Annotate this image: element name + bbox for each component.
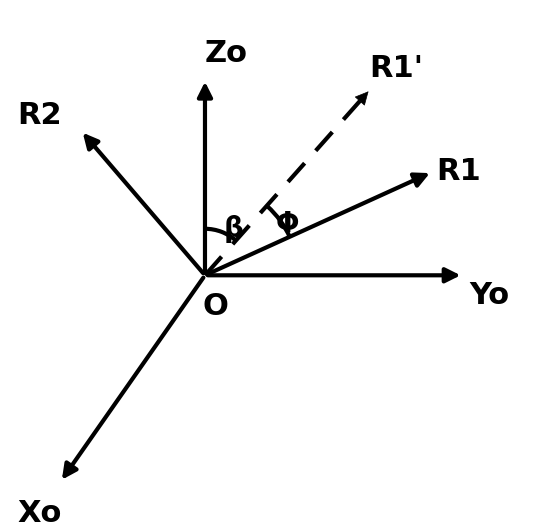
Text: R2: R2 — [17, 101, 62, 130]
Text: Φ: Φ — [276, 209, 300, 237]
Text: β: β — [223, 215, 244, 243]
Text: Xo: Xo — [18, 499, 62, 527]
Text: Yo: Yo — [469, 281, 509, 311]
Text: R1': R1' — [369, 54, 423, 83]
Text: O: O — [202, 292, 228, 321]
Text: Zo: Zo — [204, 39, 247, 67]
Text: R1: R1 — [436, 157, 481, 187]
